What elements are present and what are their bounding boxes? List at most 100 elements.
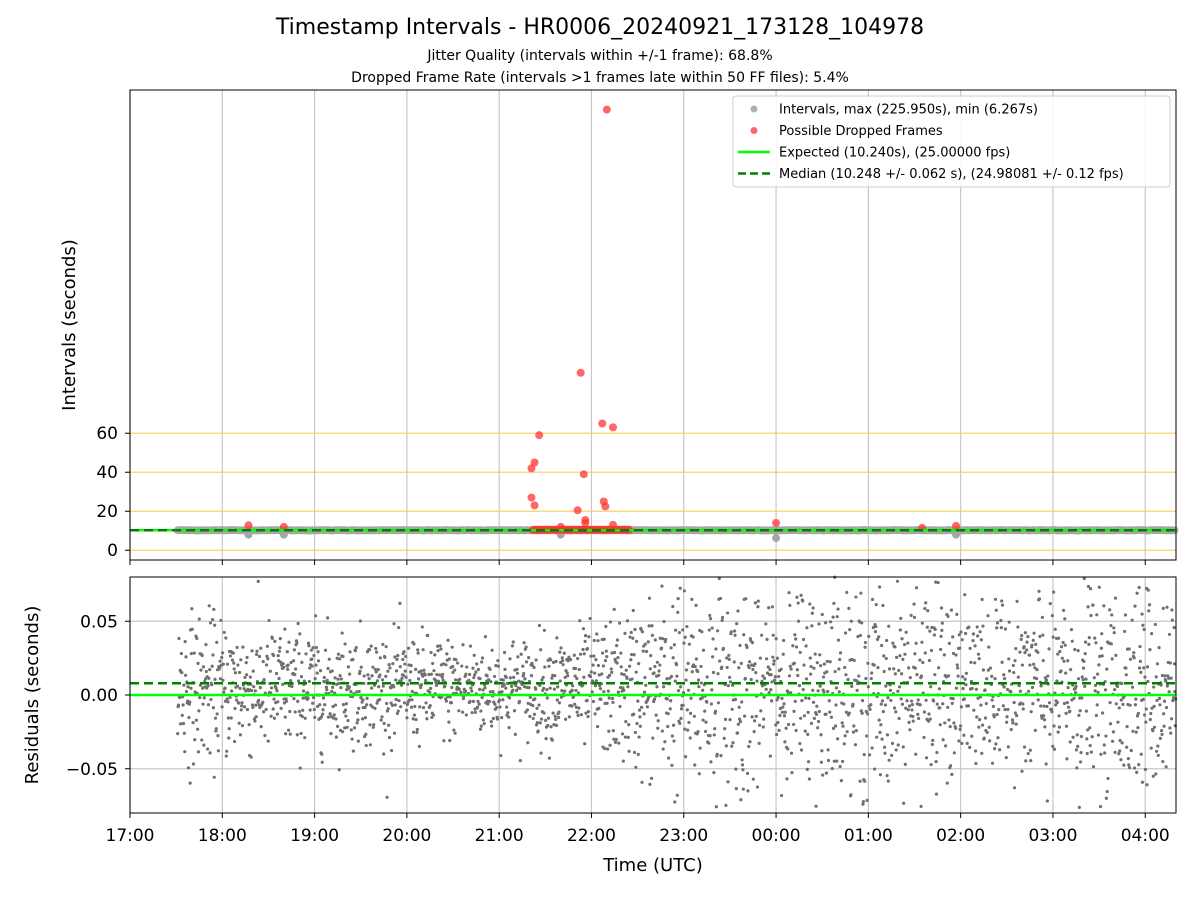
residual-point [624, 719, 628, 724]
residual-point [409, 663, 413, 668]
residual-point [854, 729, 858, 733]
residual-point [804, 696, 808, 700]
residual-point [561, 659, 565, 663]
residual-point [306, 641, 311, 645]
legend-entry-1-label: Possible Dropped Frames [779, 124, 943, 139]
residual-point [306, 696, 310, 700]
residual-point [668, 707, 672, 711]
residual-point [1042, 718, 1047, 722]
residual-point [669, 646, 673, 650]
residual-point [289, 679, 293, 683]
residual-point [618, 704, 622, 709]
residual-point [582, 675, 586, 679]
dropped-frame-point [581, 518, 590, 527]
residual-point [1151, 729, 1155, 733]
residual-point [441, 662, 446, 666]
residual-point [960, 741, 964, 745]
residual-point [819, 733, 823, 737]
residual-point [638, 715, 642, 719]
residual-point [1054, 703, 1058, 707]
residual-point [393, 655, 397, 659]
residual-point [1099, 646, 1103, 650]
residual-point [207, 676, 211, 680]
residual-point [900, 702, 905, 706]
residual-point [522, 641, 526, 645]
residual-point [270, 636, 274, 641]
residual-point [1143, 675, 1147, 679]
residual-point [816, 689, 820, 693]
residual-point [726, 684, 731, 688]
x-tick-label: 22:00 [567, 826, 616, 846]
residual-point [230, 658, 235, 662]
residual-point [708, 616, 713, 621]
residual-point [225, 697, 229, 701]
residual-point [1133, 703, 1138, 707]
residual-point [439, 647, 443, 651]
residual-point [328, 712, 332, 716]
residual-point [939, 606, 944, 610]
residual-point [403, 662, 407, 666]
residual-point [387, 723, 391, 727]
residual-point [835, 759, 839, 763]
residual-point [809, 672, 813, 676]
residual-point [811, 606, 815, 610]
residual-point [686, 688, 691, 692]
residual-point [542, 628, 547, 632]
residual-point [878, 773, 883, 777]
residual-point [259, 725, 263, 729]
residual-point [459, 690, 463, 694]
residual-point [652, 697, 657, 701]
residual-point [1132, 766, 1137, 770]
residual-point [830, 767, 834, 771]
residual-point [426, 633, 430, 637]
residual-point [539, 717, 544, 721]
residual-point [993, 597, 998, 601]
residual-point [416, 648, 420, 652]
residual-point [295, 733, 299, 737]
residual-point [343, 642, 347, 646]
residual-point [535, 706, 539, 710]
residual-point [275, 712, 279, 716]
residual-point [502, 650, 507, 655]
residual-point [627, 749, 631, 753]
residual-point [1082, 659, 1086, 664]
residual-point [330, 669, 334, 673]
residual-point [615, 638, 620, 642]
residual-point [781, 652, 785, 656]
residual-point [1116, 720, 1120, 724]
residual-point [1096, 690, 1100, 694]
residual-point [447, 720, 451, 724]
residual-point [599, 697, 603, 701]
residual-point [868, 707, 872, 711]
residual-point [210, 683, 214, 687]
residual-point [1014, 647, 1018, 651]
residual-point [211, 706, 216, 710]
residual-point [644, 649, 649, 654]
residual-point [1041, 658, 1045, 663]
residual-point [331, 685, 335, 689]
residual-point [243, 675, 247, 680]
residual-point [188, 781, 192, 785]
residual-point [1170, 608, 1174, 612]
residual-point [1114, 653, 1118, 657]
residual-point [773, 675, 777, 679]
residual-point [765, 637, 769, 641]
residual-point [645, 705, 650, 709]
residual-point [782, 638, 786, 643]
residuals-y-tick-label: 0.00 [80, 686, 118, 706]
residual-point [554, 717, 558, 722]
residual-point [205, 747, 210, 751]
residual-point [431, 661, 435, 666]
residual-point [274, 671, 279, 676]
residual-point [297, 652, 301, 656]
residual-point [813, 652, 817, 656]
residual-point [701, 718, 705, 722]
residual-point [551, 711, 555, 715]
residual-point [687, 720, 691, 725]
residual-point [657, 673, 661, 677]
residual-point [386, 669, 390, 673]
residual-point [268, 669, 272, 673]
residual-point [902, 801, 906, 805]
residual-point [334, 717, 338, 721]
